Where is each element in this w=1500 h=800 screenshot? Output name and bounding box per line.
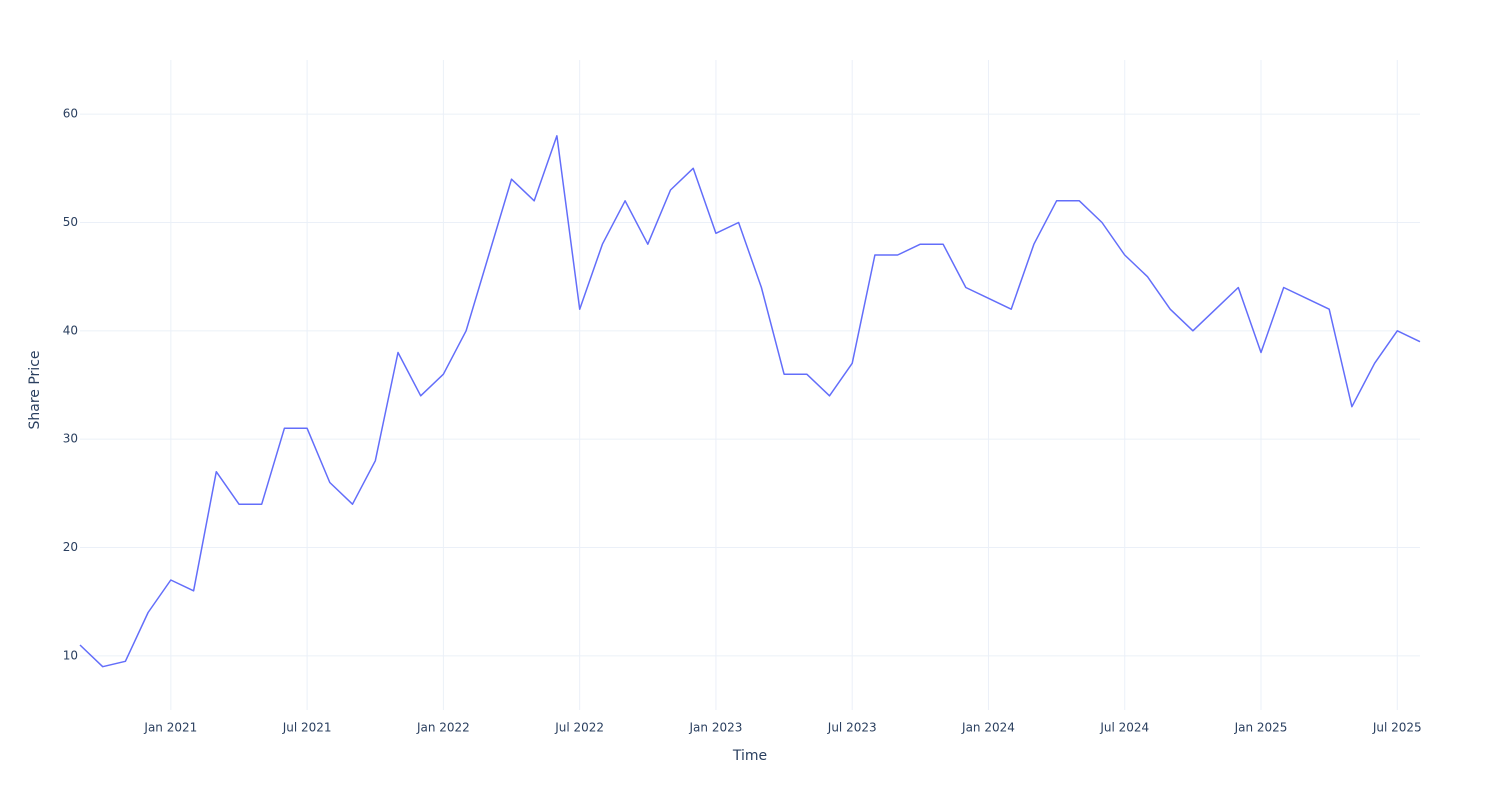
y-tick-label: 60 (63, 107, 78, 121)
x-tick-label: Jan 2023 (689, 721, 743, 735)
y-tick-label: 10 (63, 648, 78, 662)
x-tick-label: Jul 2024 (1099, 721, 1149, 735)
x-tick-label: Jul 2021 (282, 721, 332, 735)
x-tick-label: Jan 2021 (143, 721, 197, 735)
y-tick-label: 20 (63, 540, 78, 554)
x-tick-label: Jul 2025 (1372, 721, 1422, 735)
x-tick-label: Jul 2022 (554, 721, 604, 735)
y-tick-label: 30 (63, 432, 78, 446)
x-tick-label: Jan 2022 (416, 721, 470, 735)
y-tick-label: 50 (63, 215, 78, 229)
x-axis-title: Time (732, 748, 767, 764)
x-tick-label: Jul 2023 (827, 721, 877, 735)
x-tick-label: Jan 2025 (1234, 721, 1288, 735)
line-series (79, 135, 1421, 668)
y-tick-label: 40 (63, 323, 78, 337)
x-tick-label: Jan 2024 (961, 721, 1015, 735)
y-axis-title: Share Price (27, 350, 43, 429)
